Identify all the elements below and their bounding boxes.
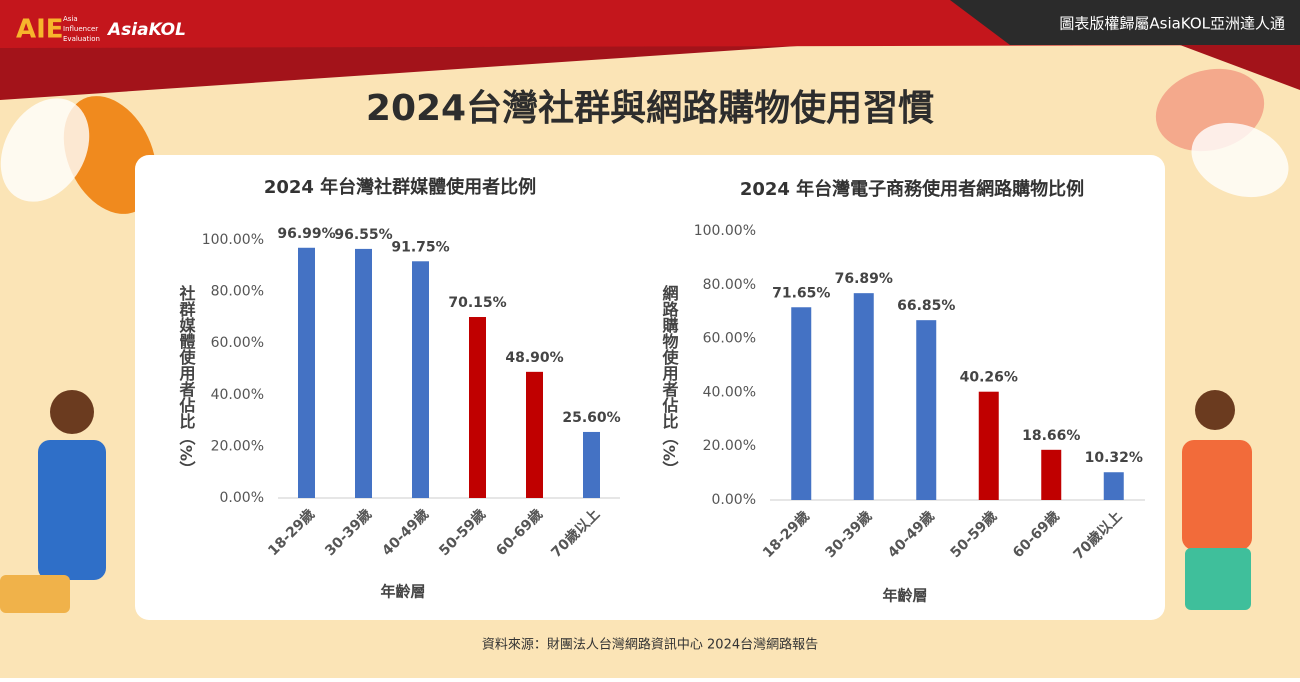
x-axis-label: 年齡層 — [380, 583, 425, 601]
chart-title: 2024 年台灣社群媒體使用者比例 — [264, 176, 536, 198]
source: 資料來源：財團法人台灣網路資訊中心 2024台灣網路報告 — [482, 637, 818, 653]
bar — [853, 293, 874, 500]
y-tick-label: 60.00% — [703, 331, 756, 347]
y-tick-label: 60.00% — [211, 335, 264, 351]
value-label: 66.85% — [897, 298, 955, 314]
figure — [1185, 548, 1251, 610]
bar — [526, 371, 543, 498]
brand: AsiaKOL — [106, 20, 186, 40]
bar — [916, 320, 937, 500]
value-label: 48.90% — [505, 350, 563, 366]
bar — [298, 247, 315, 498]
y-tick-label: 40.00% — [211, 387, 264, 403]
y-tick-label: 0.00% — [712, 492, 756, 508]
logo-subtitle: Evaluation — [63, 35, 100, 43]
header-band — [1180, 45, 1300, 90]
value-label: 96.99% — [277, 226, 335, 242]
main-title: 2024台灣社群與網路購物使用習慣 — [366, 88, 934, 129]
logo: AIE — [16, 15, 64, 45]
y-tick-label: 80.00% — [703, 277, 756, 293]
figure — [1182, 440, 1252, 550]
value-label: 71.65% — [772, 285, 830, 301]
x-axis-label: 年齡層 — [882, 587, 927, 605]
y-tick-label: 80.00% — [211, 284, 264, 300]
y-tick-label: 0.00% — [220, 490, 264, 506]
figure — [0, 575, 70, 613]
value-label: 10.32% — [1085, 450, 1143, 466]
value-label: 96.55% — [334, 227, 392, 243]
figure — [1195, 390, 1235, 430]
bar — [412, 261, 429, 498]
y-tick-label: 20.00% — [211, 438, 264, 454]
bar — [978, 391, 999, 500]
figure — [38, 440, 106, 580]
value-label: 76.89% — [835, 271, 893, 287]
y-tick-label: 20.00% — [703, 438, 756, 454]
bar — [583, 431, 600, 498]
figure — [50, 390, 94, 434]
leaf — [1191, 122, 1289, 198]
y-axis-label: 網路購物使用者佔比（%） — [660, 284, 680, 477]
header-dark — [950, 0, 1300, 45]
bar — [355, 248, 372, 498]
bar — [1103, 472, 1124, 500]
value-label: 18.66% — [1022, 428, 1080, 444]
value-label: 40.26% — [960, 370, 1018, 386]
y-axis-label: 社群媒體使用者佔比（%） — [177, 284, 197, 477]
logo-subtitle: Asia — [63, 15, 78, 23]
bar — [1041, 449, 1062, 500]
y-tick-label: 40.00% — [703, 384, 756, 400]
copyright: 圖表版權歸屬AsiaKOL亞洲達人通 — [1059, 15, 1285, 33]
y-tick-label: 100.00% — [694, 223, 756, 239]
chart-title: 2024 年台灣電子商務使用者網路購物比例 — [740, 178, 1084, 200]
y-tick-label: 100.00% — [202, 232, 264, 248]
bar — [469, 317, 486, 498]
bar — [791, 307, 812, 500]
value-label: 70.15% — [448, 295, 506, 311]
leaf — [0, 98, 90, 202]
card — [135, 155, 1165, 620]
value-label: 25.60% — [562, 410, 620, 426]
logo-subtitle: Influencer — [63, 25, 98, 33]
value-label: 91.75% — [391, 239, 449, 255]
